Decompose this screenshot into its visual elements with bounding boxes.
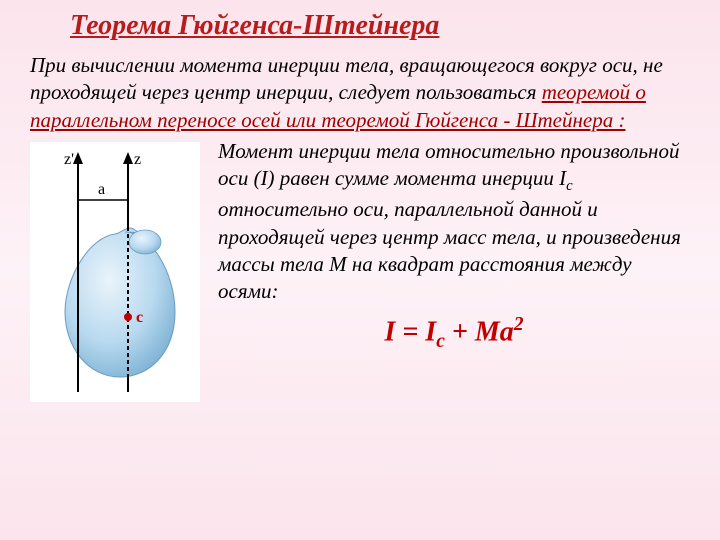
formula-part1: I = I: [384, 316, 436, 347]
formula-sub: c: [436, 331, 445, 352]
axis-zprime-label: z': [64, 151, 74, 168]
formula: I = Ic + Ma2: [218, 312, 690, 354]
statement-sub: c: [566, 178, 573, 194]
distance-label: a: [98, 181, 105, 198]
axes-diagram: z' z a c: [30, 142, 200, 402]
slide-title: Теорема Гюйгенса-Штейнера: [70, 10, 690, 42]
center-label: c: [136, 309, 143, 326]
theorem-statement: Момент инерции тела относительно произво…: [218, 138, 690, 354]
intro-paragraph: При вычислении момента инерции тела, вра…: [30, 52, 690, 134]
formula-sup: 2: [514, 314, 524, 335]
axis-z-label: z: [134, 151, 141, 168]
statement-post: относительно оси, параллельной данной и …: [218, 197, 681, 303]
statement-pre: Момент инерции тела относительно произво…: [218, 139, 679, 190]
formula-part2: + Ma: [445, 316, 514, 347]
